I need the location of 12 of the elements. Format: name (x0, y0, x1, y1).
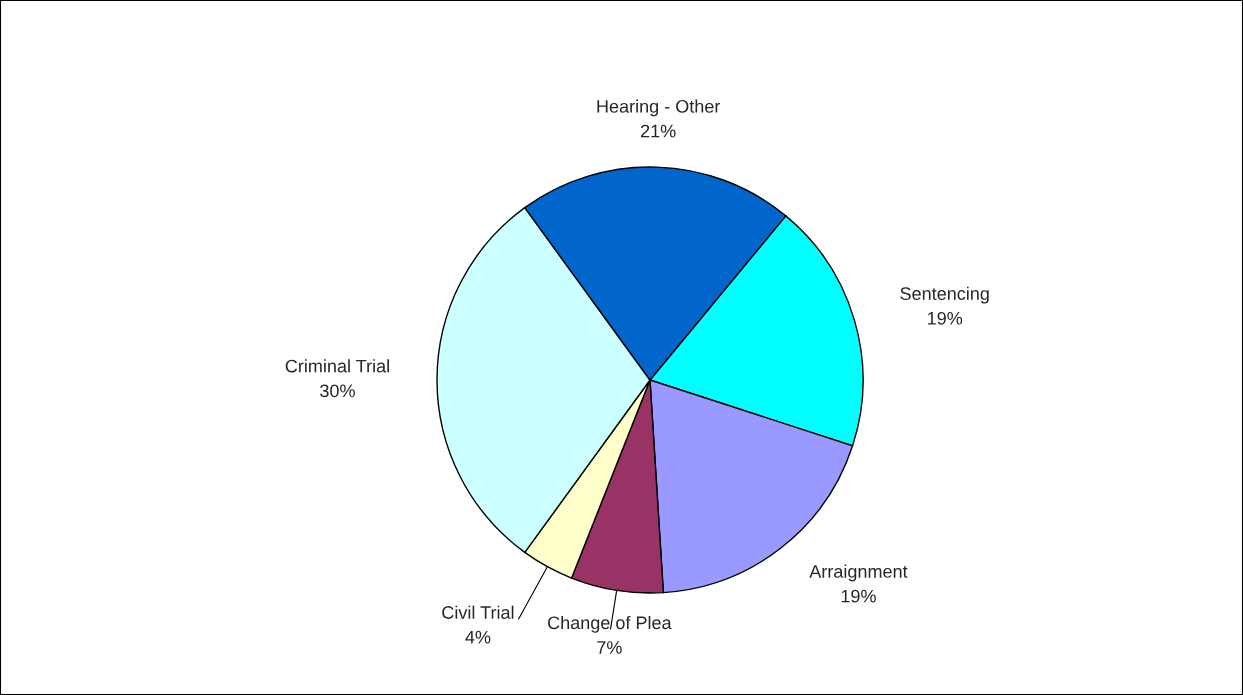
data-label: 30% (320, 384, 355, 398)
data-label: 21% (641, 124, 676, 138)
slice-label: Criminal Trial (285, 359, 389, 373)
slice-label: Civil Trial (442, 605, 514, 619)
slice-label: Sentencing (900, 286, 989, 304)
data-label: 7% (597, 641, 622, 654)
slice-label: Change of Plea (548, 615, 672, 633)
data-label: 4% (465, 630, 491, 644)
slice-label: Arraignment (809, 564, 908, 582)
data-label: 19% (841, 589, 876, 603)
slice-label: Hearing - Other (597, 99, 721, 117)
data-label: 19% (928, 311, 963, 325)
